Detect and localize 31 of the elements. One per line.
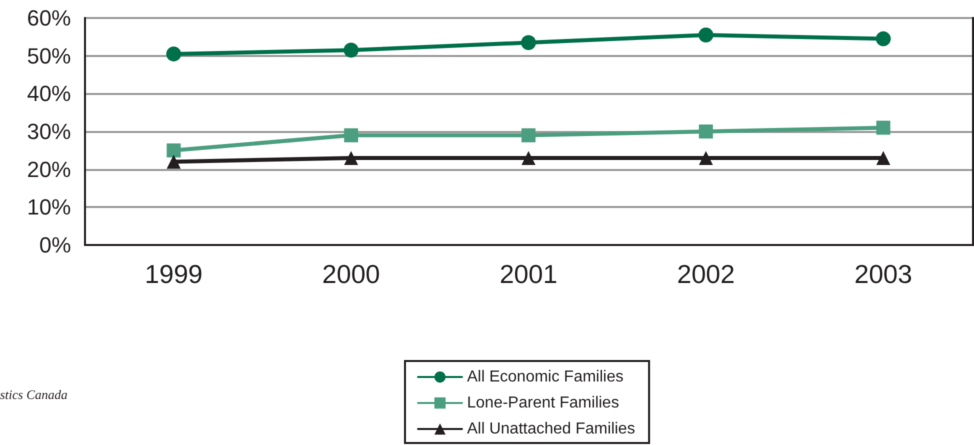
x-tick-label: 2001: [500, 259, 558, 289]
point: [344, 128, 358, 142]
y-tick-label: 20%: [26, 156, 71, 182]
point: [166, 143, 181, 158]
y-tick-label: 40%: [26, 81, 71, 106]
point: [521, 35, 536, 50]
point: [876, 31, 891, 46]
text: stics Canada: [0, 387, 68, 402]
y-tick-label: 10%: [26, 194, 71, 220]
y-tick-label: 60%: [26, 6, 71, 30]
point: [344, 42, 359, 58]
point: [876, 150, 890, 165]
point: [522, 150, 536, 165]
point: [698, 28, 714, 43]
point: [698, 150, 713, 165]
point: [166, 154, 181, 169]
point: [166, 46, 182, 62]
point: [522, 128, 536, 142]
legend-label: Lone-Parent Families: [467, 394, 620, 412]
legend-label: All Economic Families: [467, 368, 624, 386]
point: [698, 124, 713, 138]
x-tick-label: 2002: [676, 259, 735, 289]
point: [876, 120, 890, 135]
x-tick-label: 2003: [854, 259, 912, 289]
x-tick-label: 1999: [144, 259, 203, 289]
y-tick-label: 50%: [26, 43, 71, 68]
point: [344, 150, 358, 165]
legend-label: All Unattached Families: [467, 420, 636, 438]
y-tick-label: 30%: [26, 119, 71, 144]
x-tick-label: 2000: [322, 259, 380, 289]
y-tick-label: 0%: [39, 232, 71, 258]
